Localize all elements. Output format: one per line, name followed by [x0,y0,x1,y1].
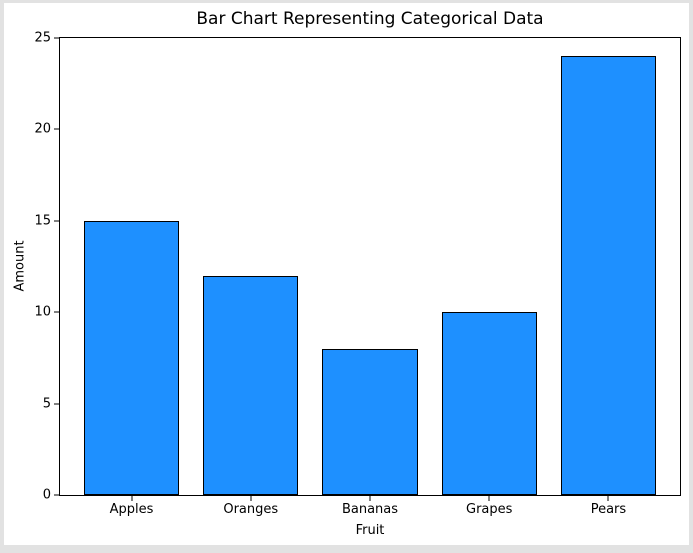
x-tick-label: Bananas [341,502,399,517]
x-tick-mark [607,496,609,501]
y-tick-mark [54,494,59,496]
y-tick-mark [54,403,59,405]
x-tick-label: Grapes [466,502,513,517]
x-tick-label: Oranges [223,502,279,517]
y-tick-label: 5 [42,396,51,412]
x-tick-mark [131,496,133,501]
y-tick-label: 25 [34,30,51,46]
y-tick-label: 20 [34,121,51,137]
bar-apples [83,220,180,495]
y-tick-mark [54,220,59,222]
y-tick-mark [54,311,59,313]
bars-group [60,38,680,495]
chart-title: Bar Chart Representing Categorical Data [196,9,544,29]
x-ticks-group: Apples Oranges Bananas Grapes Pears [60,38,680,517]
x-tick-mark [488,496,490,501]
bar-bananas [322,348,418,495]
y-tick-label: 0 [42,487,51,503]
y-tick-mark [54,37,59,39]
x-tick-mark [250,496,252,501]
y-ticks-group: 0 5 10 15 20 25 [34,31,680,503]
y-tick-mark [54,128,59,130]
x-axis-label: Fruit [355,523,385,538]
bar-pears [560,56,657,495]
y-tick-label: 15 [34,213,51,229]
y-tick-label: 10 [34,304,51,320]
plot-area: 0 5 10 15 20 25 Apples Oranges Bananas Grapes Pea… [34,31,681,517]
x-tick-label: Apples [109,502,154,517]
x-tick-label: Pears [590,502,627,517]
bar-grapes [441,312,537,495]
bar-oranges [203,275,299,495]
x-tick-mark [369,496,371,501]
y-axis-label: Amount [12,240,28,292]
